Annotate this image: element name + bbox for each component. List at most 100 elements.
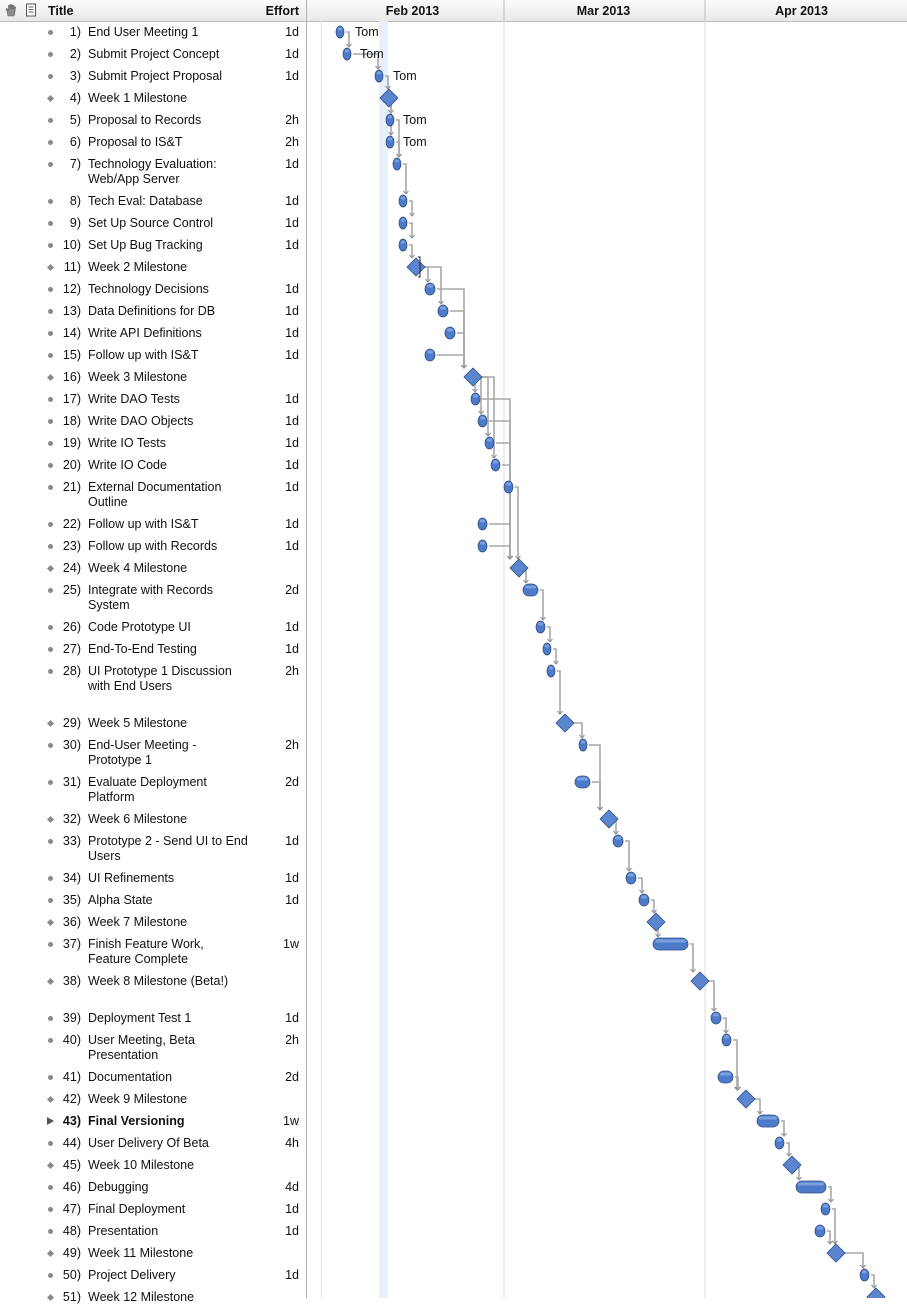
task-effort[interactable]: 1d [285, 194, 299, 208]
task-effort[interactable]: 1d [285, 326, 299, 340]
milestone-diamond[interactable] [463, 367, 483, 387]
task-row[interactable]: 37) Finish Feature Work, Feature Complete… [0, 933, 306, 970]
task-effort[interactable]: 1d [285, 216, 299, 230]
task-effort[interactable]: 2h [285, 113, 299, 127]
task-title[interactable]: Write IO Tests [88, 436, 167, 450]
task-row[interactable]: 10) Set Up Bug Tracking 1d [0, 234, 306, 256]
task-title[interactable]: Submit Project Concept [88, 47, 220, 61]
task-row[interactable]: 42) Week 9 Milestone [0, 1088, 306, 1110]
task-row[interactable]: 18) Write DAO Objects 1d [0, 410, 306, 432]
milestone-diamond[interactable] [736, 1089, 756, 1109]
task-title[interactable]: Integrate with Records System [88, 583, 214, 612]
task-title[interactable]: Week 7 Milestone [88, 915, 188, 929]
task-effort[interactable]: 2d [285, 1070, 299, 1084]
task-row[interactable]: 2) Submit Project Concept 1d [0, 43, 306, 65]
task-row[interactable]: 33) Prototype 2 - Send UI to End Users 1d [0, 830, 306, 867]
task-row[interactable]: 28) UI Prototype 1 Discussion with End Us… [0, 660, 306, 712]
task-effort[interactable]: 2h [285, 738, 299, 752]
task-title[interactable]: Follow up with IS&T [88, 517, 199, 531]
task-row[interactable]: 30) End-User Meeting - Prototype 1 2h [0, 734, 306, 771]
task-title[interactable]: Debugging [88, 1180, 149, 1194]
task-title[interactable]: Tech Eval: Database [88, 194, 203, 208]
task-title[interactable]: Set Up Source Control [88, 216, 214, 230]
task-effort[interactable]: 1d [285, 1011, 299, 1025]
task-row[interactable]: 46) Debugging 4d [0, 1176, 306, 1198]
task-effort[interactable]: 2d [285, 775, 299, 789]
milestone-diamond[interactable] [509, 558, 529, 578]
task-title[interactable]: End User Meeting 1 [88, 25, 199, 39]
title-column-header[interactable]: Title [48, 4, 74, 18]
task-effort[interactable]: 1d [285, 1268, 299, 1282]
task-row[interactable]: 48) Presentation 1d [0, 1220, 306, 1242]
task-row[interactable]: 23) Follow up with Records 1d [0, 535, 306, 557]
task-row[interactable]: 7) Technology Evaluation: Web/App Server 1… [0, 153, 306, 190]
task-row[interactable]: 13) Data Definitions for DB 1d [0, 300, 306, 322]
task-row[interactable]: 32) Week 6 Milestone [0, 808, 306, 830]
task-title[interactable]: Data Definitions for DB [88, 304, 216, 318]
task-effort[interactable]: 2d [285, 583, 299, 597]
task-row[interactable]: 31) Evaluate Deployment Platform 2d [0, 771, 306, 808]
task-row[interactable]: 47) Final Deployment 1d [0, 1198, 306, 1220]
task-row[interactable]: 40) User Meeting, Beta Presentation 2h [0, 1029, 306, 1066]
task-row[interactable]: 12) Technology Decisions 1d [0, 278, 306, 300]
task-effort[interactable]: 1d [285, 620, 299, 634]
task-row[interactable]: 39) Deployment Test 1 1d [0, 1007, 306, 1029]
task-row[interactable]: 21) External Documentation Outline 1d [0, 476, 306, 513]
task-title[interactable]: Deployment Test 1 [88, 1011, 192, 1025]
task-effort[interactable]: 1w [283, 1114, 299, 1128]
task-effort[interactable]: 1d [285, 47, 299, 61]
disclosure-triangle-icon[interactable] [47, 1117, 54, 1125]
milestone-diamond[interactable] [826, 1243, 846, 1263]
task-row[interactable]: 3) Submit Project Proposal 1d [0, 65, 306, 87]
task-title[interactable]: Technology Decisions [88, 282, 209, 296]
task-row[interactable]: 8) Tech Eval: Database 1d [0, 190, 306, 212]
task-effort[interactable]: 2h [285, 135, 299, 149]
milestone-diamond[interactable] [379, 88, 399, 108]
task-title[interactable]: Set Up Bug Tracking [88, 238, 203, 252]
task-effort[interactable]: 1d [285, 834, 299, 848]
task-row[interactable]: 43) Final Versioning 1w [0, 1110, 306, 1132]
task-title[interactable]: Documentation [88, 1070, 173, 1084]
task-title[interactable]: UI Prototype 1 Discussion with End Users [88, 664, 232, 693]
task-title[interactable]: Follow up with Records [88, 539, 218, 553]
task-effort[interactable]: 1d [285, 1202, 299, 1216]
task-title[interactable]: Write DAO Tests [88, 392, 180, 406]
effort-column-header[interactable]: Effort [265, 4, 299, 18]
task-row[interactable]: 5) Proposal to Records 2h [0, 109, 306, 131]
task-effort[interactable]: 1d [285, 539, 299, 553]
task-effort[interactable]: 1d [285, 436, 299, 450]
task-effort[interactable]: 1d [285, 414, 299, 428]
task-row[interactable]: 15) Follow up with IS&T 1d [0, 344, 306, 366]
task-title[interactable]: Evaluate Deployment Platform [88, 775, 207, 804]
task-title[interactable]: Project Delivery [88, 1268, 176, 1282]
task-title[interactable]: Proposal to IS&T [88, 135, 183, 149]
task-title[interactable]: Week 6 Milestone [88, 812, 188, 826]
task-row[interactable]: 9) Set Up Source Control 1d [0, 212, 306, 234]
milestone-diamond[interactable] [690, 971, 710, 991]
task-title[interactable]: Week 9 Milestone [88, 1092, 188, 1106]
task-row[interactable]: 22) Follow up with IS&T 1d [0, 513, 306, 535]
task-title[interactable]: Week 3 Milestone [88, 370, 188, 384]
task-effort[interactable]: 1d [285, 392, 299, 406]
task-row[interactable]: 11) Week 2 Milestone [0, 256, 306, 278]
milestone-diamond[interactable] [866, 1287, 886, 1298]
task-effort[interactable]: 1d [285, 69, 299, 83]
task-effort[interactable]: 1d [285, 348, 299, 362]
task-title[interactable]: End-User Meeting - Prototype 1 [88, 738, 197, 767]
task-row[interactable]: 38) Week 8 Milestone (Beta!) [0, 970, 306, 1007]
task-title[interactable]: Prototype 2 - Send UI to End Users [88, 834, 248, 863]
task-title[interactable]: Alpha State [88, 893, 153, 907]
task-row[interactable]: 20) Write IO Code 1d [0, 454, 306, 476]
task-row[interactable]: 35) Alpha State 1d [0, 889, 306, 911]
hand-icon[interactable] [4, 3, 18, 17]
task-title[interactable]: Finish Feature Work, Feature Complete [88, 937, 204, 966]
task-effort[interactable]: 1d [285, 517, 299, 531]
task-title[interactable]: Week 10 Milestone [88, 1158, 195, 1172]
task-effort[interactable]: 1d [285, 157, 299, 171]
milestone-diamond[interactable] [555, 713, 575, 733]
task-effort[interactable]: 1d [285, 1224, 299, 1238]
task-title[interactable]: Final Deployment [88, 1202, 186, 1216]
task-title[interactable]: UI Refinements [88, 871, 175, 885]
milestone-diamond[interactable] [406, 257, 426, 277]
task-effort[interactable]: 1d [285, 480, 299, 494]
